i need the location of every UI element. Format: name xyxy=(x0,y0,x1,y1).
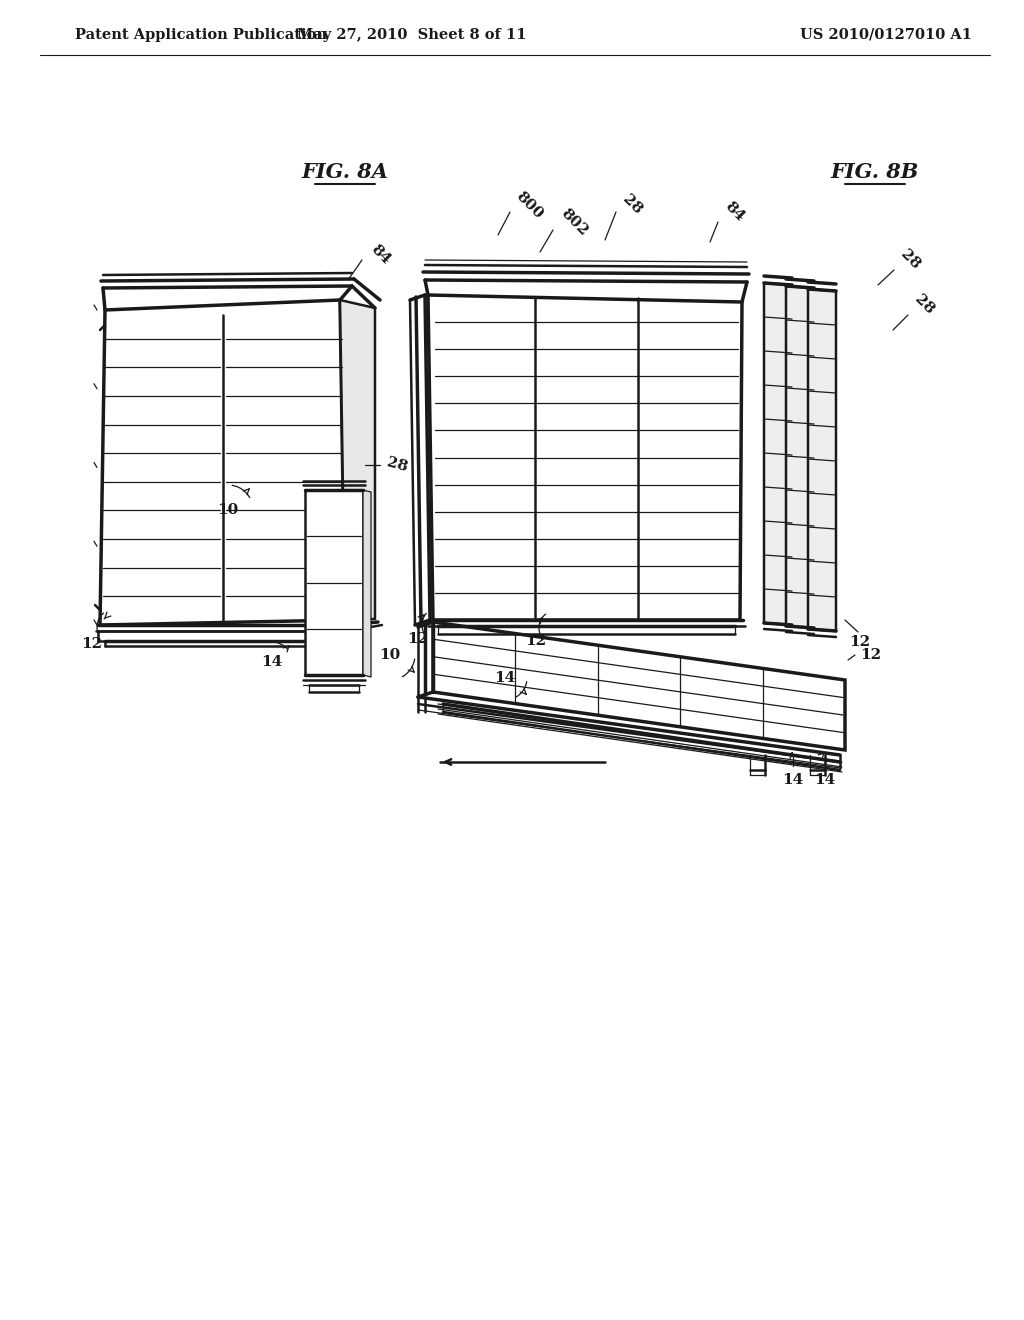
Text: 28: 28 xyxy=(385,455,409,474)
Text: 10: 10 xyxy=(217,503,239,517)
Text: 14: 14 xyxy=(495,671,516,685)
Text: 14: 14 xyxy=(261,655,283,669)
Text: 28: 28 xyxy=(912,293,937,317)
Polygon shape xyxy=(340,300,375,620)
Polygon shape xyxy=(100,300,345,624)
Polygon shape xyxy=(764,282,792,624)
Text: FIG. 8B: FIG. 8B xyxy=(830,162,920,182)
Text: 12: 12 xyxy=(860,648,881,663)
Text: 14: 14 xyxy=(814,774,836,787)
Polygon shape xyxy=(433,622,845,750)
Text: 12: 12 xyxy=(407,632,428,645)
Text: US 2010/0127010 A1: US 2010/0127010 A1 xyxy=(800,28,972,42)
Polygon shape xyxy=(428,294,742,620)
Text: 12: 12 xyxy=(849,635,870,649)
Text: 84: 84 xyxy=(722,199,746,224)
Text: FIG. 8A: FIG. 8A xyxy=(301,162,388,182)
Polygon shape xyxy=(808,289,836,631)
Text: 12: 12 xyxy=(81,638,102,651)
Text: 10: 10 xyxy=(379,648,400,663)
Text: 802: 802 xyxy=(558,206,591,238)
Text: 28: 28 xyxy=(898,248,923,272)
Polygon shape xyxy=(305,490,362,675)
Text: 800: 800 xyxy=(513,189,546,222)
Polygon shape xyxy=(362,490,371,677)
Polygon shape xyxy=(786,286,814,628)
Text: 12: 12 xyxy=(525,634,546,648)
Text: 28: 28 xyxy=(620,193,645,218)
Text: Patent Application Publication: Patent Application Publication xyxy=(75,28,327,42)
Text: May 27, 2010  Sheet 8 of 11: May 27, 2010 Sheet 8 of 11 xyxy=(297,28,526,42)
Text: 14: 14 xyxy=(782,774,804,787)
Text: 84: 84 xyxy=(368,243,393,268)
